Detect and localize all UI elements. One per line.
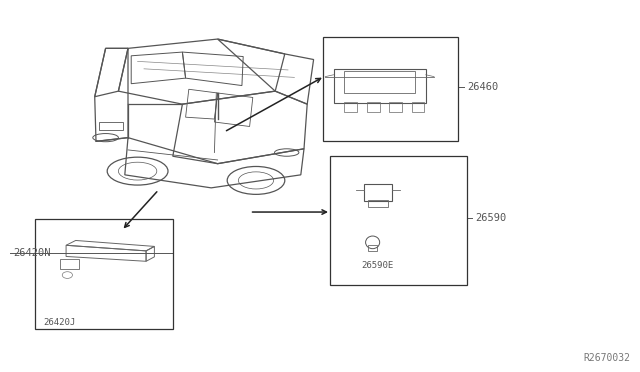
Text: 26460: 26460 bbox=[467, 83, 499, 92]
Bar bbox=[368, 246, 377, 251]
Bar bbox=[412, 102, 424, 112]
Bar bbox=[330, 156, 467, 285]
Bar bbox=[60, 259, 79, 269]
Bar bbox=[35, 219, 173, 329]
Text: 26420J: 26420J bbox=[44, 318, 76, 327]
Bar bbox=[364, 184, 392, 202]
Bar bbox=[389, 102, 402, 112]
Bar bbox=[344, 102, 357, 112]
Text: 26590: 26590 bbox=[475, 213, 506, 222]
Text: 26420N: 26420N bbox=[13, 248, 51, 258]
Bar bbox=[323, 37, 458, 141]
Bar bbox=[333, 69, 426, 103]
Bar bbox=[99, 122, 123, 130]
Text: 26590E: 26590E bbox=[362, 261, 394, 270]
Text: R2670032: R2670032 bbox=[584, 353, 630, 363]
Bar bbox=[367, 102, 380, 112]
Bar bbox=[367, 201, 388, 207]
Bar bbox=[344, 71, 415, 93]
